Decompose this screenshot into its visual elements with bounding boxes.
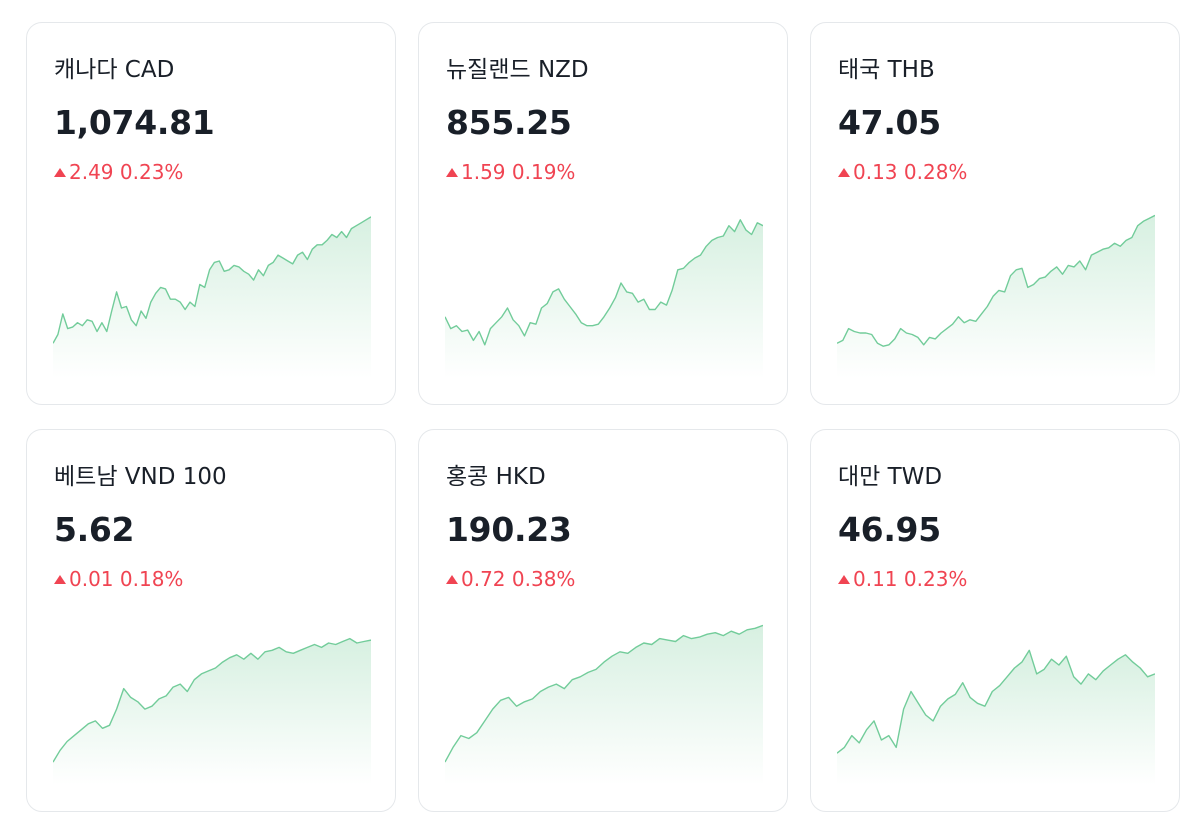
sparkline-chart xyxy=(837,214,1155,378)
currency-name: 베트남 VND 100 xyxy=(54,464,227,490)
change-percent: 0.23% xyxy=(903,567,968,591)
sparkline-chart xyxy=(53,216,371,378)
rate-change: 2.49 0.23% xyxy=(54,159,183,185)
up-triangle-icon xyxy=(838,168,850,177)
sparkline-area xyxy=(445,625,763,785)
up-triangle-icon xyxy=(54,168,66,177)
sparkline-line xyxy=(53,216,371,344)
up-triangle-icon xyxy=(446,168,458,177)
up-triangle-icon xyxy=(446,575,458,584)
change-amount: 1.59 xyxy=(461,160,506,184)
exchange-rate-value: 46.95 xyxy=(838,510,941,549)
currency-name: 태국 THB xyxy=(838,57,935,83)
currency-name: 대만 TWD xyxy=(838,464,943,490)
change-percent: 0.23% xyxy=(119,160,184,184)
currency-card-vnd[interactable]: 베트남 VND 100 5.62 0.01 0.18% xyxy=(26,429,396,812)
sparkline-chart xyxy=(53,637,371,785)
exchange-rate-value: 47.05 xyxy=(838,103,941,142)
sparkline-line xyxy=(837,649,1155,754)
change-percent: 0.18% xyxy=(119,567,184,591)
change-amount: 0.11 xyxy=(853,567,898,591)
sparkline-area xyxy=(837,215,1155,378)
up-triangle-icon xyxy=(838,575,850,584)
sparkline-area xyxy=(445,219,763,378)
exchange-rate-value: 5.62 xyxy=(54,510,135,549)
sparkline-chart xyxy=(837,649,1155,785)
currency-card-hkd[interactable]: 홍콩 HKD 190.23 0.72 0.38% xyxy=(418,429,788,812)
exchange-rate-grid: 캐나다 CAD 1,074.81 2.49 0.23% 뉴질랜드 NZD 855… xyxy=(26,22,1180,812)
sparkline-line xyxy=(445,624,763,763)
rate-change: 0.13 0.28% xyxy=(838,159,967,185)
sparkline-chart xyxy=(445,624,763,785)
sparkline-area xyxy=(837,650,1155,785)
exchange-rate-value: 1,074.81 xyxy=(54,103,215,142)
currency-name: 뉴질랜드 NZD xyxy=(446,57,589,83)
sparkline-area xyxy=(53,216,371,378)
sparkline-line xyxy=(445,219,763,346)
change-amount: 0.01 xyxy=(69,567,114,591)
sparkline-chart xyxy=(445,219,763,378)
rate-change: 0.11 0.23% xyxy=(838,566,967,592)
rate-change: 0.01 0.18% xyxy=(54,566,183,592)
currency-card-twd[interactable]: 대만 TWD 46.95 0.11 0.23% xyxy=(810,429,1180,812)
currency-card-cad[interactable]: 캐나다 CAD 1,074.81 2.49 0.23% xyxy=(26,22,396,405)
change-amount: 0.13 xyxy=(853,160,898,184)
currency-name: 홍콩 HKD xyxy=(446,464,546,490)
change-percent: 0.38% xyxy=(511,567,576,591)
currency-card-thb[interactable]: 태국 THB 47.05 0.13 0.28% xyxy=(810,22,1180,405)
change-amount: 0.72 xyxy=(461,567,506,591)
rate-change: 0.72 0.38% xyxy=(446,566,575,592)
sparkline-line xyxy=(837,214,1155,347)
exchange-rate-value: 855.25 xyxy=(446,103,572,142)
sparkline-line xyxy=(53,637,371,763)
up-triangle-icon xyxy=(54,575,66,584)
rate-change: 1.59 0.19% xyxy=(446,159,575,185)
change-percent: 0.28% xyxy=(903,160,968,184)
change-percent: 0.19% xyxy=(511,160,576,184)
sparkline-area xyxy=(53,638,371,785)
currency-card-nzd[interactable]: 뉴질랜드 NZD 855.25 1.59 0.19% xyxy=(418,22,788,405)
exchange-rate-value: 190.23 xyxy=(446,510,572,549)
change-amount: 2.49 xyxy=(69,160,114,184)
currency-name: 캐나다 CAD xyxy=(54,57,175,83)
